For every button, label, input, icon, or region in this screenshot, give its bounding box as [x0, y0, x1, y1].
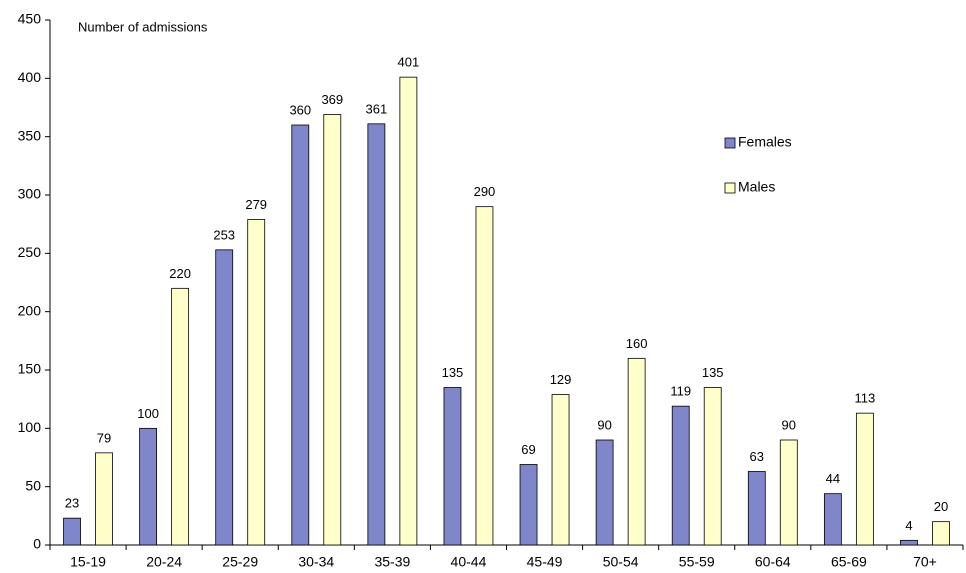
value-label: 369: [321, 92, 343, 107]
y-tick-label: 250: [18, 244, 42, 260]
x-tick-label: 60-64: [755, 554, 791, 570]
value-label: 90: [597, 417, 611, 432]
value-label: 90: [782, 417, 796, 432]
value-label: 4: [905, 518, 912, 533]
value-label: 253: [213, 227, 235, 242]
value-label: 220: [169, 266, 191, 281]
value-label: 79: [97, 430, 111, 445]
value-label: 23: [65, 496, 79, 511]
y-tick-label: 200: [18, 302, 42, 318]
x-tick-label: 15-19: [70, 554, 106, 570]
bar: [595, 439, 614, 546]
bar: [747, 471, 766, 546]
value-label: 401: [398, 55, 420, 70]
legend-label: Males: [738, 179, 775, 195]
bar: [671, 405, 690, 546]
value-label: 119: [670, 384, 691, 399]
value-label: 361: [366, 101, 388, 116]
bar: [443, 387, 462, 546]
y-tick-label: 0: [33, 536, 41, 552]
x-tick-label: 65-69: [831, 554, 867, 570]
bar: [139, 427, 158, 546]
bar: [779, 439, 798, 546]
bar: [215, 249, 234, 546]
x-tick-label: 30-34: [298, 554, 334, 570]
value-label: 129: [550, 372, 572, 387]
x-tick-label: 20-24: [146, 554, 182, 570]
bar: [551, 394, 570, 546]
value-label: 135: [442, 365, 464, 380]
bar: [932, 521, 950, 546]
bar: [627, 357, 646, 546]
bar: [367, 123, 386, 546]
bar: [823, 493, 842, 546]
bar: [855, 412, 874, 546]
value-label: 279: [245, 197, 267, 212]
bar: [323, 114, 342, 546]
y-tick-label: 150: [18, 361, 42, 377]
value-label: 360: [289, 102, 311, 117]
bar: [703, 387, 722, 546]
bar: [900, 539, 918, 546]
y-tick-label: 300: [18, 186, 42, 202]
bar: [247, 219, 266, 546]
bar: [519, 464, 538, 546]
x-tick-label: 40-44: [451, 554, 487, 570]
x-tick-label: 35-39: [374, 554, 410, 570]
value-label: 113: [855, 391, 876, 406]
y-axis-label: Number of admissions: [78, 19, 208, 34]
bar: [63, 517, 81, 546]
y-tick-label: 450: [18, 11, 42, 27]
legend-label: Females: [738, 134, 792, 150]
x-tick-label: 55-59: [679, 554, 715, 570]
value-label: 100: [137, 406, 159, 421]
value-label: 69: [521, 442, 535, 457]
value-label: 20: [934, 499, 948, 514]
y-tick-label: 350: [18, 127, 42, 143]
x-tick-label: 25-29: [222, 554, 258, 570]
legend-swatch: [724, 182, 736, 194]
y-tick-label: 400: [18, 69, 42, 85]
y-tick-label: 50: [25, 477, 41, 493]
x-tick-label: 50-54: [603, 554, 639, 570]
value-label: 135: [702, 365, 724, 380]
value-label: 44: [826, 471, 840, 486]
x-tick-label: 70+: [913, 554, 937, 570]
value-label: 63: [750, 449, 764, 464]
bar: [95, 452, 113, 546]
bar: [291, 124, 310, 546]
bar: [171, 287, 190, 546]
bar: [399, 76, 418, 546]
value-label: 290: [474, 184, 496, 199]
y-tick-label: 100: [18, 419, 42, 435]
x-tick-label: 45-49: [527, 554, 563, 570]
legend-swatch: [724, 137, 736, 149]
bar: [475, 206, 494, 546]
value-label: 160: [626, 336, 648, 351]
